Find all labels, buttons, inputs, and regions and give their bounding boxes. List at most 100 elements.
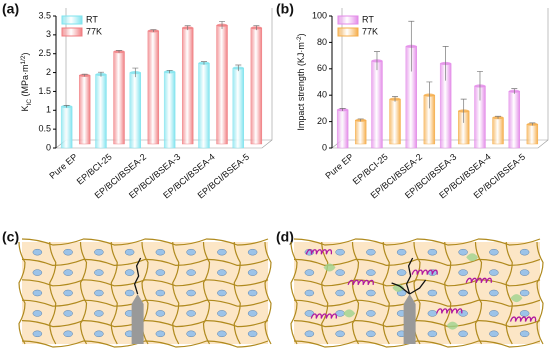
error-bar [511, 88, 518, 94]
coil [305, 249, 333, 255]
bar [60, 106, 73, 149]
crosslink [489, 310, 499, 317]
floor [332, 139, 549, 149]
chain [444, 241, 452, 345]
error-bar [200, 61, 207, 65]
bar [95, 74, 107, 149]
crosslink [366, 330, 376, 338]
crosslink [186, 289, 196, 297]
crosslink [186, 310, 196, 317]
chain [321, 241, 329, 345]
crosslink [427, 289, 438, 297]
label-part: ) [20, 52, 30, 55]
coil [436, 308, 463, 314]
crosslink [186, 330, 196, 338]
crosslink [155, 310, 166, 317]
crosslink [155, 269, 166, 276]
bar [526, 123, 539, 145]
error-bar [235, 64, 242, 72]
crosslink [32, 310, 43, 317]
bar [163, 71, 176, 149]
crosslink [124, 269, 135, 276]
error-bar [495, 115, 502, 119]
bar [389, 98, 401, 145]
x-tick-label: Pure EP [47, 152, 79, 181]
crosslink [247, 289, 258, 297]
label-part: K [20, 106, 30, 112]
additive [510, 294, 523, 303]
crosslink [458, 330, 468, 338]
crosslink [427, 310, 438, 317]
crosslink [94, 248, 104, 256]
y-tick-label: 80 [317, 37, 327, 47]
chain [293, 299, 541, 307]
chain [18, 241, 26, 345]
crosslink [186, 248, 196, 256]
bar [336, 109, 349, 149]
bar [147, 30, 160, 145]
label-part: IC [26, 99, 33, 106]
crosslink [366, 289, 376, 297]
crosslink [458, 289, 468, 297]
crosslink [217, 269, 227, 276]
error-bar [442, 46, 449, 81]
crosslink [396, 248, 407, 256]
y-tick-label: 0 [322, 142, 327, 152]
crosslink [155, 289, 166, 297]
chain [233, 241, 241, 345]
y-tick-label: 60 [317, 63, 327, 73]
crosslink [63, 289, 73, 297]
legend-swatch [337, 15, 359, 25]
crosslink [32, 330, 43, 338]
chain [172, 241, 180, 345]
crosslink [63, 330, 73, 338]
chain [21, 258, 269, 267]
crosslink [489, 248, 499, 256]
y-tick-label: 3.5 [38, 10, 51, 20]
crosslink [63, 269, 73, 276]
y-tick-label: 0 [46, 142, 51, 152]
panel-label: (c) [2, 229, 19, 245]
coil [347, 279, 374, 286]
y-tick-label: 20 [317, 116, 327, 126]
error-bar [219, 21, 226, 29]
legend-swatch [337, 27, 359, 37]
bar [354, 120, 367, 145]
chain [264, 241, 272, 345]
error-bar [408, 20, 415, 72]
y-tick-label: 2.5 [38, 48, 51, 58]
crosslink [217, 330, 227, 338]
error-bar [150, 29, 157, 32]
crosslink [63, 248, 73, 256]
additive [446, 321, 459, 330]
chain [351, 241, 360, 345]
bar [232, 67, 245, 149]
crosslink [155, 248, 166, 256]
crosslink [32, 289, 43, 297]
y-tick-label: 100 [312, 10, 327, 20]
error-bar [392, 96, 399, 102]
additive [343, 309, 356, 318]
bar [371, 60, 383, 149]
crosslink [366, 269, 376, 276]
legend-swatch [61, 15, 83, 25]
crosslink [247, 330, 258, 338]
crosslink [304, 289, 315, 297]
additive [466, 253, 479, 262]
label-part: (MPa·m [20, 65, 30, 100]
crosslink [124, 289, 135, 297]
error-bar [81, 73, 88, 77]
panel-label: (a) [2, 1, 19, 17]
error-bar [166, 69, 173, 74]
bar [78, 75, 91, 145]
coil [465, 277, 493, 284]
crosslink [335, 330, 345, 338]
crosslink [519, 330, 530, 338]
bar [181, 27, 194, 145]
additive [392, 283, 405, 292]
error-bar [339, 108, 346, 112]
crosslink [304, 310, 315, 317]
chain [21, 299, 269, 307]
chain [21, 238, 269, 246]
bar [508, 91, 521, 149]
